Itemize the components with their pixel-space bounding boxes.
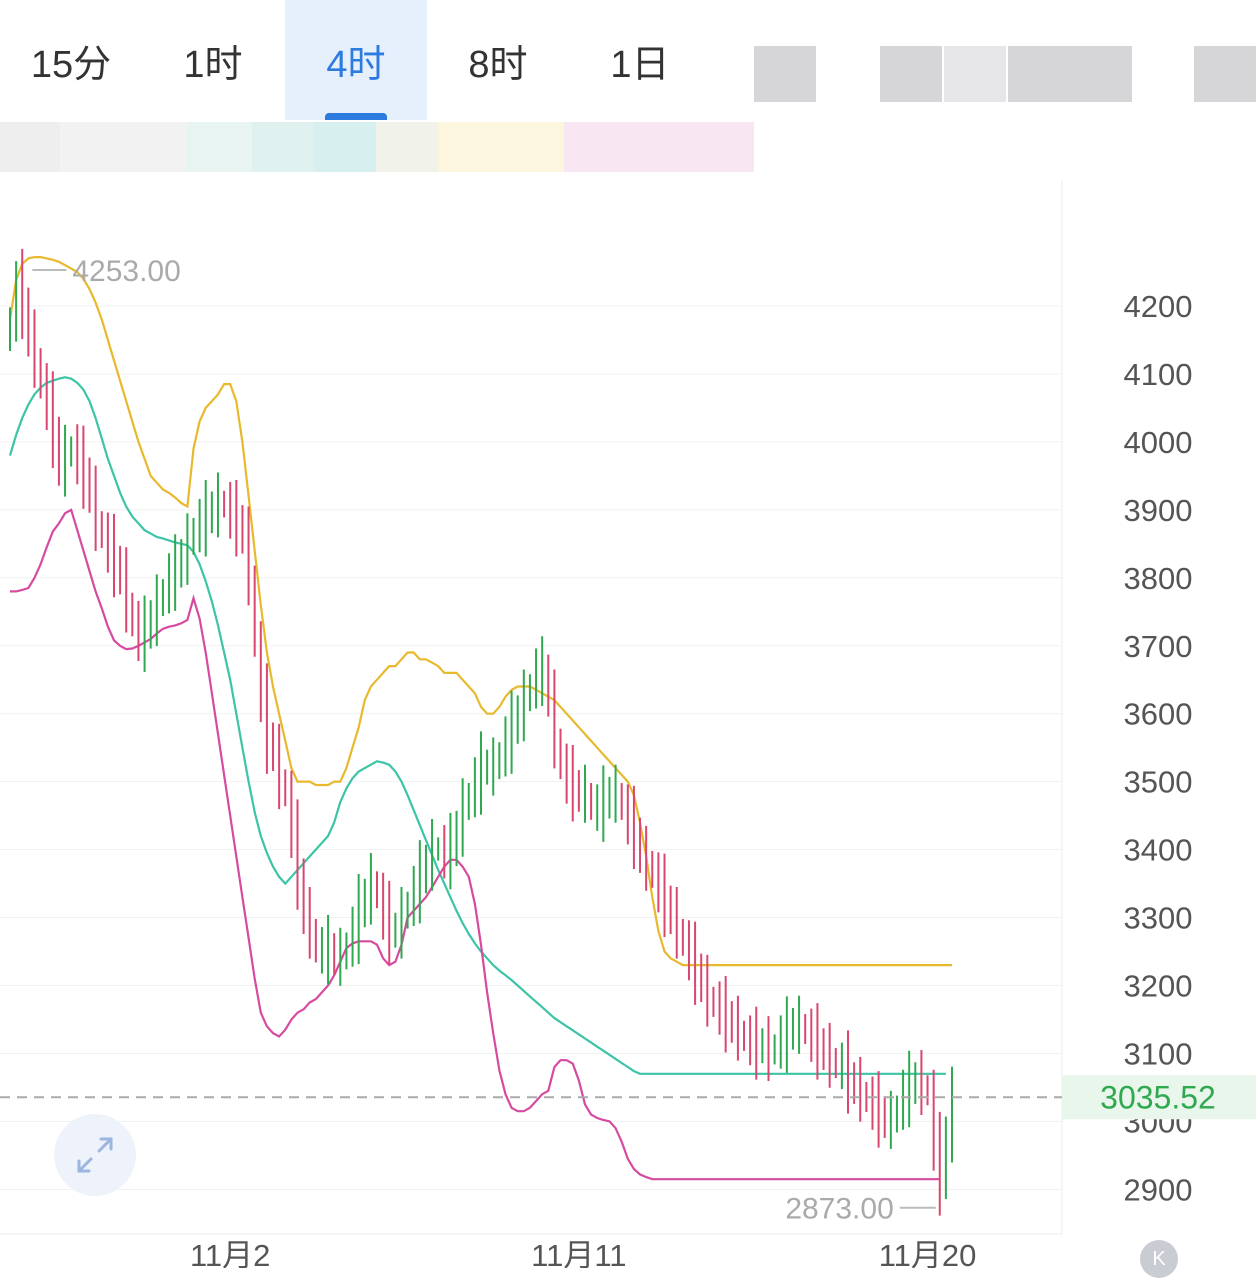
k-circle-icon[interactable]: K (1140, 1240, 1178, 1278)
tab-15m[interactable]: 15分 (0, 0, 142, 120)
timeframe-tab-bar: 15分 1时 4时 8时 1日 (0, 0, 1256, 120)
y-tick-label: 4100 (1124, 357, 1193, 392)
x-axis-ticks: 11月2 11月11 11月20 (190, 1238, 976, 1268)
y-tick-label: 4200 (1124, 289, 1193, 324)
tab-1h-label: 1时 (183, 43, 243, 86)
tab-8h-label: 8时 (468, 43, 528, 86)
y-tick-label: 3700 (1124, 629, 1193, 664)
x-tick-label: 11月20 (879, 1238, 977, 1268)
tab-1d-label: 1日 (610, 43, 670, 86)
tab-1h[interactable]: 1时 (142, 0, 284, 120)
y-tick-label: 3200 (1124, 969, 1193, 1004)
tab-4h-label: 4时 (326, 43, 386, 86)
indicator-color-strip (0, 122, 755, 172)
y-tick-label: 4000 (1124, 425, 1193, 460)
y-tick-label: 3900 (1124, 493, 1193, 528)
y-tick-label: 3400 (1124, 833, 1193, 868)
high-marker-label: 4253.00 (72, 255, 180, 288)
expand-button[interactable] (54, 1114, 136, 1196)
current-price-label: 3035.52 (1100, 1079, 1216, 1115)
middle-band-line (8, 376, 946, 1075)
y-tick-label: 3500 (1124, 765, 1193, 800)
grid-lines (0, 305, 1062, 1190)
blurred-tab (1194, 46, 1256, 102)
current-price-badge (1062, 1075, 1256, 1120)
tab-4h[interactable]: 4时 (285, 0, 427, 120)
tab-8h[interactable]: 8时 (427, 0, 569, 120)
candlestick-series (9, 248, 953, 1216)
active-tab-underline (325, 113, 387, 120)
y-tick-label: 3600 (1124, 697, 1193, 732)
x-tick-label: 11月11 (531, 1238, 626, 1268)
tab-1d[interactable]: 1日 (569, 0, 711, 120)
blurred-tab (1008, 46, 1132, 102)
y-tick-label: 2900 (1124, 1172, 1193, 1207)
blurred-tab (944, 46, 1006, 102)
blurred-tab (754, 46, 816, 102)
blurred-tab (880, 46, 942, 102)
x-tick-label: 11月2 (190, 1238, 270, 1268)
lower-band-line (10, 508, 940, 1181)
tab-15m-label: 15分 (30, 43, 112, 86)
y-tick-label: 3800 (1124, 561, 1193, 596)
low-marker-label: 2873.00 (785, 1193, 893, 1226)
k-button-label: K (1152, 1247, 1166, 1270)
price-chart: 4200 4100 4000 3900 3800 3700 3600 3500 3400 3300… (0, 180, 1256, 1268)
y-tick-label: 3300 (1124, 901, 1193, 936)
expand-arrows-icon (77, 1137, 113, 1173)
upper-band-line (8, 256, 952, 967)
y-axis-ticks: 4200 4100 4000 3900 3800 3700 3600 3500 3400 3300… (1124, 289, 1193, 1207)
y-tick-label: 3100 (1124, 1036, 1193, 1071)
